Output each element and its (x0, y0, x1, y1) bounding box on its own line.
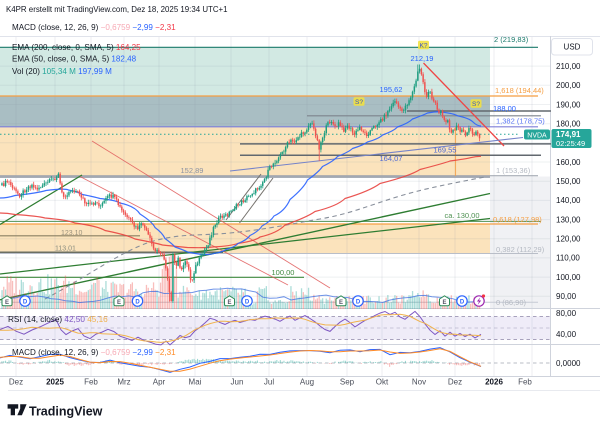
svg-text:NVDA: NVDA (527, 132, 547, 139)
svg-text:S?: S? (355, 99, 363, 106)
svg-text:K4PR erstellt mit TradingView.: K4PR erstellt mit TradingView.com, Dez 1… (6, 5, 228, 14)
svg-text:E: E (442, 300, 446, 306)
svg-text:D: D (135, 299, 140, 305)
svg-text:169,55: 169,55 (434, 146, 457, 155)
svg-text:Mrz: Mrz (117, 378, 130, 387)
svg-text:Feb: Feb (84, 378, 98, 387)
svg-text:RSI (14, close) 42,50 45,16: RSI (14, close) 42,50 45,16 (8, 315, 108, 324)
svg-text:02:25:49: 02:25:49 (556, 139, 585, 148)
svg-text:ca. 130,00: ca. 130,00 (444, 211, 479, 220)
svg-text:123,10: 123,10 (61, 230, 83, 237)
svg-text:E: E (227, 300, 231, 306)
svg-text:Okt: Okt (376, 378, 389, 387)
svg-text:80,00: 80,00 (556, 309, 577, 318)
svg-text:D: D (245, 299, 250, 305)
svg-text:D: D (23, 299, 28, 305)
svg-text:E: E (117, 300, 121, 306)
svg-text:0,0000: 0,0000 (556, 359, 581, 368)
svg-text:100,00: 100,00 (556, 273, 581, 282)
svg-text:Feb: Feb (518, 378, 532, 387)
svg-text:USD: USD (564, 43, 581, 52)
svg-text:2026: 2026 (485, 378, 503, 387)
svg-text:D: D (460, 299, 465, 305)
svg-text:0,618 (127,98): 0,618 (127,98) (493, 215, 542, 224)
svg-text:EMA (50, close, 0, SMA, 5) 182: EMA (50, close, 0, SMA, 5) 182,48 (12, 55, 137, 64)
svg-text:40,00: 40,00 (556, 330, 577, 339)
svg-text:212,19: 212,19 (411, 54, 434, 63)
svg-text:D: D (356, 299, 361, 305)
svg-text:Nov: Nov (412, 378, 426, 387)
svg-text:Dez: Dez (448, 378, 462, 387)
svg-text:Jun: Jun (231, 378, 244, 387)
svg-text:1,382 (178,75): 1,382 (178,75) (496, 117, 545, 126)
svg-text:100,00: 100,00 (272, 268, 295, 277)
svg-text:TradingView: TradingView (29, 405, 103, 419)
svg-text:0 (86,90): 0 (86,90) (496, 298, 527, 307)
svg-text:MACD (close, 12, 26, 9) −0,67: MACD (close, 12, 26, 9) −0,6759 −2,99 −2… (12, 348, 176, 357)
svg-text:Dez: Dez (9, 378, 23, 387)
svg-text:EMA (200, close, 0, SMA, 5) 16: EMA (200, close, 0, SMA, 5) 164,25 (12, 43, 141, 52)
svg-text:113,01: 113,01 (55, 246, 76, 253)
svg-text:210,00: 210,00 (556, 62, 581, 71)
svg-text:130,00: 130,00 (556, 215, 581, 224)
svg-text:1 (153,36): 1 (153,36) (496, 166, 531, 175)
svg-text:MACD (close, 12, 26, 9) −0,67: MACD (close, 12, 26, 9) −0,6759 −2,99 −2… (12, 23, 176, 32)
svg-text:180,00: 180,00 (556, 120, 581, 129)
svg-text:188,00: 188,00 (493, 104, 516, 113)
svg-text:Jul: Jul (264, 378, 274, 387)
svg-text:Mai: Mai (189, 378, 202, 387)
svg-text:Apr: Apr (153, 378, 166, 387)
svg-text:174,91: 174,91 (556, 130, 581, 139)
svg-text:152,89: 152,89 (181, 166, 204, 175)
svg-text:Aug: Aug (300, 378, 314, 387)
svg-text:90,00: 90,00 (556, 292, 577, 301)
svg-text:120,00: 120,00 (556, 235, 581, 244)
svg-text:110,00: 110,00 (556, 254, 580, 263)
svg-text:140,00: 140,00 (556, 196, 581, 205)
svg-text:200,00: 200,00 (556, 81, 581, 90)
svg-text:K?: K? (419, 42, 427, 49)
svg-text:2 (219,83): 2 (219,83) (494, 35, 529, 44)
svg-text:S?: S? (472, 101, 480, 108)
svg-text:150,00: 150,00 (556, 177, 581, 186)
svg-text:164,07: 164,07 (380, 154, 403, 163)
svg-text:E: E (5, 300, 9, 306)
svg-text:0,382 (112,29): 0,382 (112,29) (496, 245, 545, 254)
svg-text:195,62: 195,62 (380, 85, 403, 94)
svg-text:2025: 2025 (46, 378, 64, 387)
svg-text:Sep: Sep (340, 378, 355, 387)
svg-text:190,00: 190,00 (556, 100, 581, 109)
svg-text:1,618 (194,44): 1,618 (194,44) (495, 86, 544, 95)
svg-text:E: E (339, 300, 343, 306)
svg-text:Vol (20) 105,34 M 197,99 M: Vol (20) 105,34 M 197,99 M (12, 67, 112, 76)
svg-text:160,00: 160,00 (556, 158, 581, 167)
